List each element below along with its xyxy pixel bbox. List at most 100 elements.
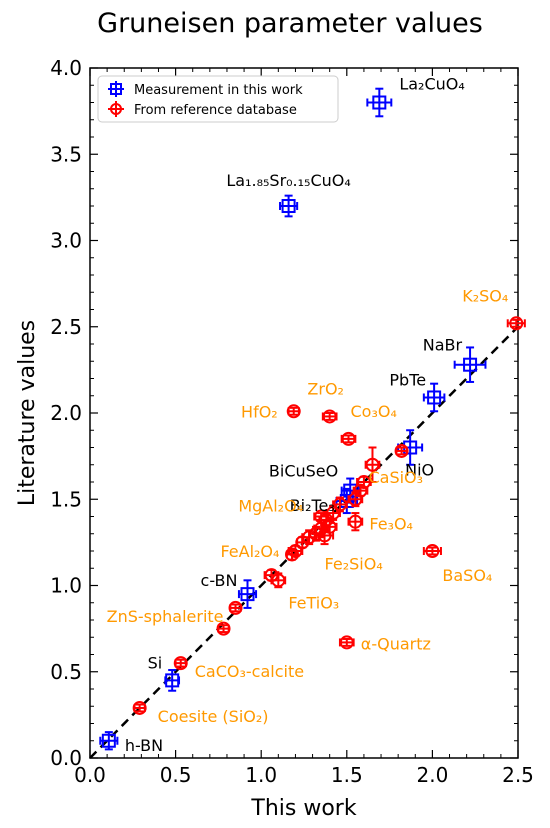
point-label: MgAl₂O₄ (238, 497, 303, 516)
reference-point (285, 547, 300, 562)
chart-title: Gruneisen parameter values (97, 8, 483, 39)
square-marker (427, 390, 442, 405)
x-tick-label: 2.0 (416, 763, 448, 787)
point-label: CaCO₃-calcite (195, 662, 304, 681)
point-label: K₂SO₄ (462, 286, 508, 305)
reference-point (332, 496, 348, 513)
legend-box (97, 75, 339, 123)
reference-point (173, 656, 188, 671)
reference-point (394, 443, 409, 458)
circle-marker (509, 316, 524, 331)
y-tick-label: 1.5 (50, 487, 82, 511)
reference-point (506, 316, 526, 331)
x-tick-label: 0.0 (74, 763, 106, 787)
circle-marker (322, 409, 337, 424)
x-tick-label: 0.5 (160, 763, 192, 787)
legend-circle-marker (110, 103, 122, 115)
point-label: Co₃O₄ (351, 402, 397, 421)
point-label: FeTiO₃ (288, 593, 339, 612)
circle-marker (228, 600, 243, 615)
point-label: ZrO₂ (307, 379, 344, 398)
reference-point (132, 700, 147, 715)
circle-marker (286, 404, 301, 419)
point-label: α-Quartz (361, 634, 431, 653)
reference-point (422, 544, 442, 558)
measurement-point (453, 346, 487, 383)
circle-marker (285, 547, 300, 562)
circle-marker (295, 535, 310, 550)
reference-point (321, 409, 338, 424)
point-label: FeAl₂O₄ (220, 542, 279, 561)
y-tick-label: 4.0 (50, 56, 82, 80)
legend-entry: Measurement in this work (108, 81, 303, 98)
point-label: ZnS-sphalerite (107, 607, 224, 626)
y-tick-label: 3.0 (50, 229, 82, 253)
circle-marker (425, 544, 440, 558)
x-axis-label: This work (250, 796, 356, 821)
reference-point (347, 512, 364, 532)
measurement-point (422, 382, 446, 413)
measurement-point (279, 194, 299, 218)
circle-marker (339, 635, 354, 650)
y-tick-label: 1.0 (50, 574, 82, 598)
plot-frame (89, 67, 519, 759)
circle-marker (365, 457, 380, 472)
circle-marker (264, 568, 279, 583)
measurement-point (237, 579, 258, 609)
point-label: La₁.₈₅Sr₀.₁₅CuO₄ (226, 171, 350, 190)
axis-ticks: 0.0 0.5 1.0 1.5 2.0 2.5 0.0 0.5 1.0 1.5 2.0 2.5 3.0 3… (50, 56, 534, 787)
reference-point (347, 491, 364, 508)
x-tick-label: 1.5 (331, 763, 363, 787)
square-marker (281, 199, 296, 213)
reference-point (356, 475, 372, 489)
circle-marker (348, 492, 363, 507)
y-axis-label: Literature values (15, 320, 40, 506)
reference-point (286, 404, 301, 419)
measurement-point (99, 731, 119, 751)
square-marker (240, 587, 255, 602)
circle-marker (394, 443, 409, 458)
point-label: NiO (405, 461, 434, 480)
point-label: Bi₂Te₃ (290, 496, 335, 515)
circle-marker (132, 700, 147, 715)
square-marker (165, 673, 180, 688)
y-tick-label: 3.5 (50, 142, 82, 166)
square-marker (463, 357, 478, 372)
circle-marker (332, 497, 347, 512)
reference-point (263, 568, 280, 583)
legend-square-marker (110, 83, 122, 95)
circle-marker (348, 514, 363, 529)
measurement-point (397, 429, 424, 466)
y-tick-label: 2.0 (50, 401, 82, 425)
circle-marker (288, 544, 303, 558)
legend-entry: From reference database (108, 101, 297, 118)
x-tick-label: 2.5 (502, 763, 534, 787)
circle-marker (173, 656, 188, 671)
reference-point (216, 621, 231, 636)
reference-point (340, 431, 357, 446)
data-marks (99, 87, 526, 751)
legend-label: From reference database (134, 103, 297, 118)
circle-marker (314, 521, 329, 536)
point-label: Si (148, 653, 163, 672)
reference-point (364, 446, 381, 483)
reference-point (295, 535, 310, 550)
point-label: HfO₂ (241, 402, 278, 421)
y-tick-label: 2.5 (50, 315, 82, 339)
point-label: Fe₃O₄ (369, 515, 413, 534)
square-marker (101, 733, 116, 748)
legend-label: Measurement in this work (134, 83, 303, 98)
point-label: Fe₂SiO₄ (325, 554, 383, 573)
y-tick-label: 0.5 (50, 660, 82, 684)
reference-point (338, 635, 355, 650)
measurement-point (164, 669, 181, 692)
point-label: CaSiO₃ (368, 468, 423, 487)
legend: Measurement in this work From reference d… (97, 75, 339, 123)
circle-marker (341, 431, 356, 446)
point-label: Coesite (SiO₂) (158, 707, 269, 726)
y-tick-label: 0.0 (50, 746, 82, 770)
point-label: La₂CuO₄ (399, 75, 464, 94)
square-marker (372, 95, 387, 110)
reference-point (313, 518, 329, 539)
